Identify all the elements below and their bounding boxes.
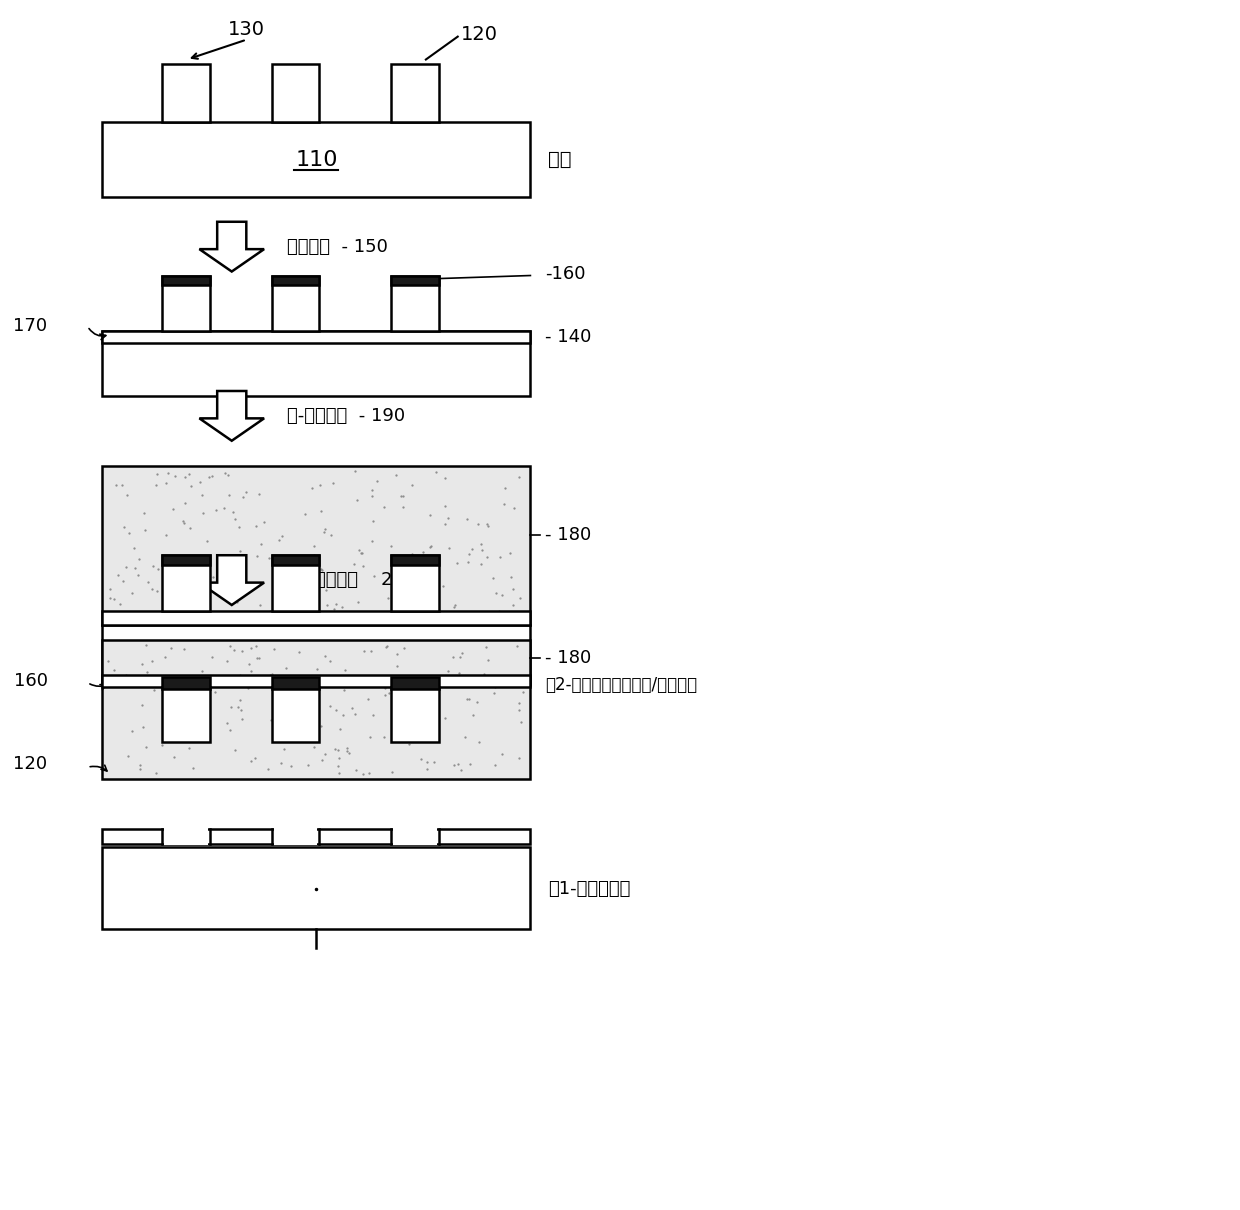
Bar bbox=[272, 555, 320, 611]
Text: - 180: - 180 bbox=[546, 649, 591, 667]
Polygon shape bbox=[200, 555, 264, 605]
Bar bbox=[162, 555, 210, 611]
Bar bbox=[391, 555, 439, 565]
Bar bbox=[272, 276, 320, 332]
Bar bbox=[391, 676, 439, 688]
Bar bbox=[391, 64, 439, 122]
Bar bbox=[162, 276, 210, 286]
Bar bbox=[164, 828, 208, 845]
Bar bbox=[103, 624, 531, 685]
Bar bbox=[103, 466, 531, 624]
Text: - 140: - 140 bbox=[546, 328, 591, 346]
Bar bbox=[162, 555, 210, 565]
Text: 硬-树脂涂覆  - 190: 硬-树脂涂覆 - 190 bbox=[286, 407, 404, 425]
Bar bbox=[103, 847, 531, 928]
Polygon shape bbox=[200, 391, 264, 440]
Bar bbox=[272, 276, 320, 286]
Bar bbox=[272, 555, 320, 565]
Bar bbox=[272, 64, 320, 122]
Text: 120: 120 bbox=[14, 755, 47, 773]
Bar bbox=[103, 122, 531, 197]
Text: 产2-成形和定位的微米/纳米颗粒: 产2-成形和定位的微米/纳米颗粒 bbox=[546, 675, 697, 693]
Text: 120: 120 bbox=[461, 25, 497, 44]
Bar bbox=[272, 686, 320, 743]
Text: 160: 160 bbox=[14, 672, 47, 690]
Bar bbox=[272, 676, 320, 688]
Bar bbox=[162, 64, 210, 122]
Bar bbox=[391, 276, 439, 286]
Text: -160: -160 bbox=[546, 265, 585, 282]
Bar bbox=[391, 276, 439, 332]
Bar bbox=[162, 276, 210, 332]
Bar bbox=[103, 675, 531, 686]
Text: 110: 110 bbox=[295, 150, 337, 169]
Bar bbox=[103, 332, 531, 396]
Text: 产1-穿孔的薄膜: 产1-穿孔的薄膜 bbox=[548, 880, 631, 898]
Text: 薄膜涂覆  - 150: 薄膜涂覆 - 150 bbox=[286, 237, 387, 255]
Bar bbox=[103, 640, 531, 779]
Text: 170: 170 bbox=[14, 317, 47, 335]
Polygon shape bbox=[200, 221, 264, 271]
Bar bbox=[274, 828, 317, 845]
Bar bbox=[162, 686, 210, 743]
Bar bbox=[103, 829, 531, 843]
Bar bbox=[162, 676, 210, 688]
Text: 树脂-模板分离    200: 树脂-模板分离 200 bbox=[286, 571, 414, 589]
Text: 模板: 模板 bbox=[548, 150, 572, 169]
Text: 130: 130 bbox=[228, 21, 265, 39]
Bar bbox=[103, 332, 531, 344]
Text: - 180: - 180 bbox=[546, 526, 591, 544]
Bar bbox=[393, 828, 436, 845]
Bar bbox=[391, 555, 439, 611]
Bar bbox=[391, 686, 439, 743]
Bar bbox=[103, 611, 531, 624]
